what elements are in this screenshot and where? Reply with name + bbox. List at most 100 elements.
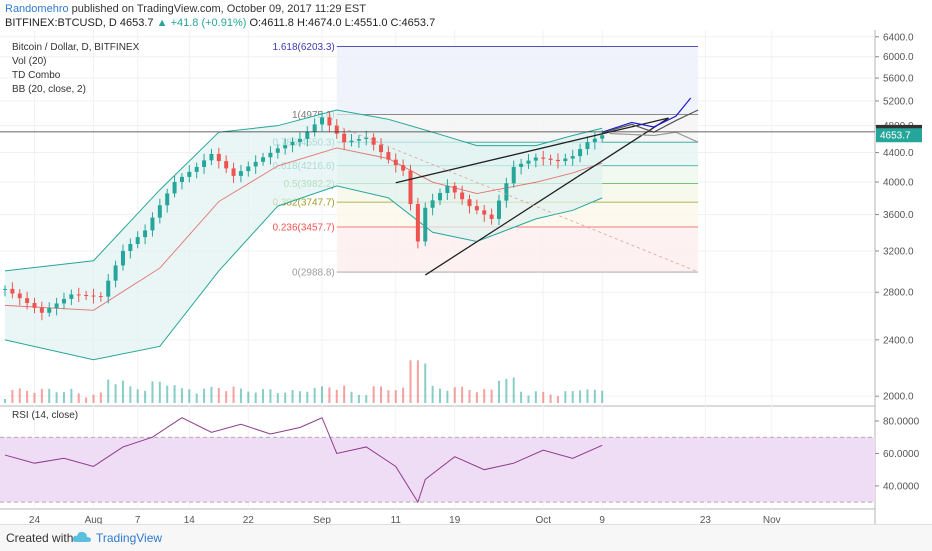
candle-body <box>268 152 273 158</box>
time-tick-label: 23 <box>700 515 712 524</box>
candle-body <box>297 138 302 142</box>
volume-bar <box>571 391 574 403</box>
volume-bar <box>461 386 464 403</box>
candle-body <box>238 171 243 176</box>
created-with-text: Created with <box>6 531 74 545</box>
projection-bearish-path <box>609 131 699 143</box>
price-label-text: 4653.7 <box>880 131 911 142</box>
volume-bar <box>601 390 604 403</box>
candle-body <box>187 171 192 177</box>
volume-bar <box>512 377 515 403</box>
volume-bar <box>239 388 242 403</box>
chart-canvas[interactable]: 6400.06000.05600.05200.04800.04400.04000… <box>0 30 932 526</box>
candle-body <box>47 308 52 313</box>
candle-body <box>128 243 133 251</box>
candle-body <box>600 135 605 139</box>
volume-bar <box>490 389 493 403</box>
tradingview-brand[interactable]: TradingView <box>96 531 163 545</box>
volume-bar <box>424 363 427 403</box>
volume-bar <box>92 394 95 403</box>
candle-body <box>84 294 89 296</box>
volume-bar <box>534 391 537 403</box>
volume-bar <box>520 391 523 403</box>
candle-body <box>519 163 524 167</box>
legend-rsi[interactable]: RSI (14, close) <box>12 410 79 421</box>
candle-body <box>113 265 118 281</box>
candle-body <box>423 207 428 242</box>
volume-bar <box>77 393 80 403</box>
volume-bar <box>18 388 21 403</box>
candle-body <box>541 157 546 159</box>
volume-bar <box>40 388 43 403</box>
volume-bar <box>225 391 228 403</box>
volume-bar <box>343 385 346 403</box>
volume-bar <box>166 385 169 403</box>
price-tick-label: 4000.0 <box>883 178 914 189</box>
time-tick-label: Nov <box>763 515 781 524</box>
time-tick-label: 7 <box>135 515 141 524</box>
fib-level-label: 1.618(6203.3) <box>272 42 334 53</box>
volume-bar <box>372 386 375 403</box>
tradingview-cloud-icon <box>72 531 91 542</box>
candle-body <box>570 156 575 159</box>
volume-bar <box>203 388 206 403</box>
candle-body <box>327 117 332 126</box>
dashed-downtrend-line <box>336 125 699 273</box>
volume-bar <box>446 390 449 403</box>
wedge-upper-line <box>395 117 669 184</box>
volume-bar <box>107 379 110 403</box>
legend-vol[interactable]: Vol (20) <box>12 56 47 67</box>
price-tick-label: 3600.0 <box>883 210 914 221</box>
time-tick-label: Aug <box>85 515 103 524</box>
candle-body <box>467 199 472 207</box>
candle-body <box>106 280 111 297</box>
volume-bar <box>527 395 530 403</box>
volume-bar <box>291 390 294 403</box>
volume-bar <box>387 390 390 403</box>
price-tick-label: 4400.0 <box>883 148 914 159</box>
candle-body <box>349 140 354 143</box>
candle-body <box>511 166 516 184</box>
candle-body <box>25 298 30 303</box>
fib-level-label: 0.236(3457.7) <box>272 223 334 234</box>
candle-body <box>489 214 494 219</box>
volume-bar <box>394 390 397 403</box>
volume-bar <box>136 389 139 403</box>
candle-body <box>578 149 583 157</box>
candle-body <box>563 158 568 162</box>
candle-body <box>408 170 413 205</box>
projection-bullish-path <box>602 97 692 133</box>
author-link[interactable]: Randomehro <box>5 3 69 15</box>
legend-bb[interactable]: BB (20, close, 2) <box>12 84 86 95</box>
candle-body <box>460 192 465 200</box>
legend-title: Bitcoin / Dollar, D, BITFINEX <box>12 42 140 53</box>
candle-body <box>312 124 317 132</box>
candle-body <box>592 138 597 143</box>
volume-bar <box>306 391 309 403</box>
bollinger-lower <box>4 185 603 361</box>
volume-bar <box>475 392 478 403</box>
volume-bar <box>321 386 324 403</box>
volume-bar <box>284 392 287 403</box>
candle-body <box>61 298 66 304</box>
chart-header: Randomehro published on TradingView.com,… <box>0 0 932 30</box>
fib-band <box>336 46 699 115</box>
legend-td[interactable]: TD Combo <box>12 70 61 81</box>
time-tick-label: 9 <box>599 515 605 524</box>
candle-body <box>371 137 376 145</box>
chart-area[interactable]: 6400.06000.05600.05200.04800.04400.04000… <box>0 30 932 526</box>
price-tick-label: 2400.0 <box>883 335 914 346</box>
fib-level-label: 0(2988.8) <box>292 268 335 279</box>
wedge-lower-line <box>424 117 669 276</box>
volume-bar <box>210 386 213 403</box>
time-tick-label: 14 <box>184 515 196 524</box>
time-tick-label: Sep <box>313 515 331 524</box>
candle-body <box>135 237 140 244</box>
volume-bar <box>48 388 51 403</box>
rsi-tick-label: 40.0000 <box>883 481 920 492</box>
volume-bar <box>180 388 183 403</box>
bollinger-basis <box>4 147 603 311</box>
volume-bar <box>328 387 331 403</box>
volume-bar <box>151 381 154 403</box>
volume-bar <box>232 386 235 403</box>
